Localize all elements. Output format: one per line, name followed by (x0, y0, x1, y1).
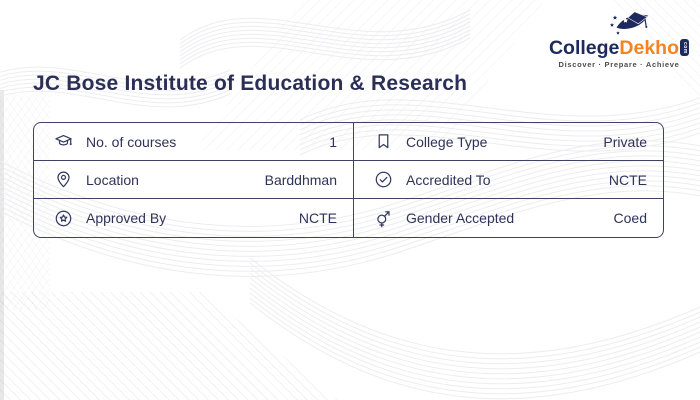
info-cell-no-of-courses: No. of courses 1 (34, 123, 353, 161)
check-circle-icon (373, 170, 393, 190)
info-label: Gender Accepted (406, 210, 515, 226)
wordmark-dekho: Dekho (619, 37, 680, 59)
info-cell-gender-accepted: Gender Accepted Coed (353, 199, 663, 237)
info-label: No. of courses (86, 133, 177, 150)
college-info-table: No. of courses 1 College Type Private Lo… (33, 122, 664, 238)
wordmark-domain-badge: com (680, 39, 690, 56)
brand-tagline: Discover · Prepare · Achieve (558, 60, 680, 69)
location-pin-icon (53, 170, 73, 190)
info-cell-college-type: College Type Private (353, 123, 663, 161)
info-value: Private (603, 133, 647, 150)
collegedekho-wordmark: CollegeDekho com (543, 38, 695, 58)
approval-badge-icon (53, 208, 73, 228)
info-label: Accredited To (406, 171, 491, 188)
info-label: Location (86, 171, 139, 188)
page-title: JC Bose Institute of Education & Researc… (33, 72, 468, 95)
graduation-cap-icon (53, 132, 73, 152)
info-cell-location: Location Barddhman (34, 161, 353, 199)
info-value: NCTE (298, 210, 337, 226)
collegedekho-logo[interactable]: CollegeDekho com Discover · Prepare · Ach… (543, 8, 695, 69)
info-value: Barddhman (264, 171, 337, 188)
info-label: College Type (406, 133, 488, 150)
bookmark-icon (373, 132, 393, 152)
background-bottom-stripes (0, 292, 338, 400)
info-label: Approved By (86, 210, 167, 226)
info-cell-accredited-to: Accredited To NCTE (353, 161, 663, 199)
info-value: Coed (613, 210, 647, 226)
gender-icon (373, 208, 393, 228)
wordmark-college: College (548, 37, 620, 59)
info-cell-approved-by: Approved By NCTE (34, 199, 353, 237)
collegedekho-cap-icon (610, 11, 648, 35)
info-value: 1 (329, 133, 337, 150)
info-value: NCTE (608, 171, 647, 188)
